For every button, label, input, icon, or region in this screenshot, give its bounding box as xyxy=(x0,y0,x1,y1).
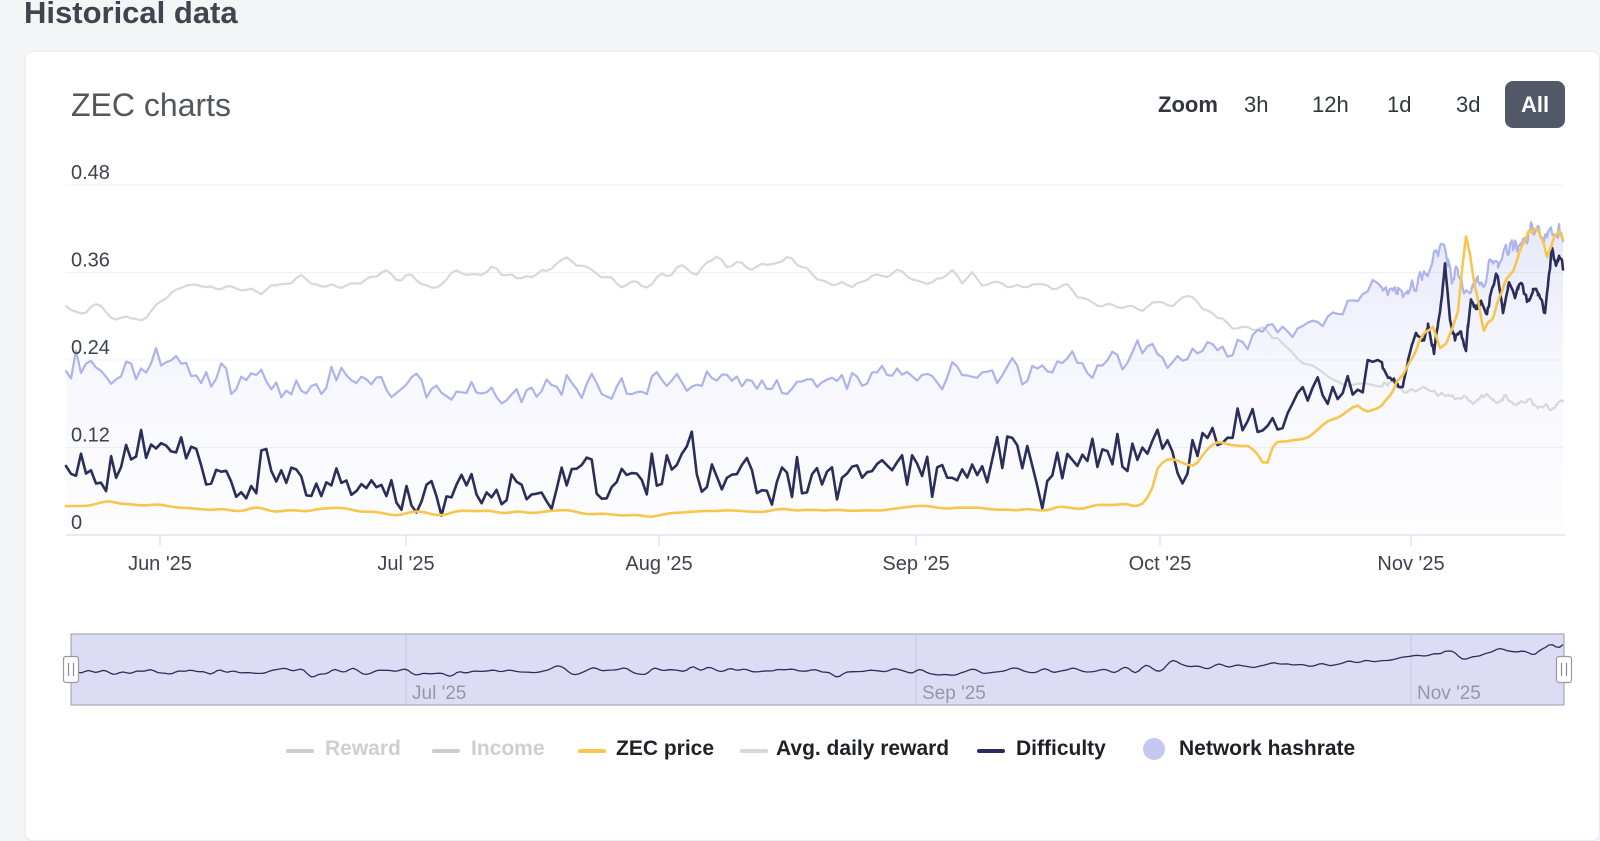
svg-text:Oct '25: Oct '25 xyxy=(1129,553,1192,575)
svg-text:0.12: 0.12 xyxy=(71,425,110,447)
svg-text:Jun '25: Jun '25 xyxy=(128,553,192,575)
svg-text:0.24: 0.24 xyxy=(71,337,110,359)
svg-text:Nov '25: Nov '25 xyxy=(1417,683,1481,704)
svg-text:Sep '25: Sep '25 xyxy=(922,683,986,704)
svg-text:Jul '25: Jul '25 xyxy=(377,553,434,575)
svg-text:0: 0 xyxy=(71,512,82,534)
svg-text:0.36: 0.36 xyxy=(71,250,110,272)
svg-text:Aug '25: Aug '25 xyxy=(625,553,692,575)
svg-text:0.48: 0.48 xyxy=(71,162,110,184)
svg-text:Sep '25: Sep '25 xyxy=(882,553,949,575)
svg-text:Nov '25: Nov '25 xyxy=(1377,553,1444,575)
svg-text:Jul '25: Jul '25 xyxy=(412,683,466,704)
